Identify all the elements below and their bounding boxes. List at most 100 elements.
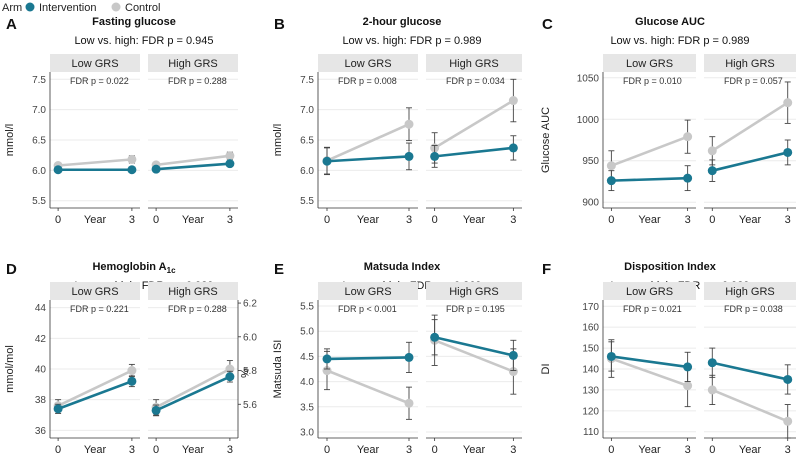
facet-strip bbox=[426, 282, 522, 300]
data-point-control bbox=[404, 119, 414, 129]
y2-tick-label: 6.2 bbox=[243, 299, 257, 310]
data-point-intervention bbox=[151, 405, 161, 415]
panel-letter: B bbox=[274, 16, 285, 33]
data-point-intervention bbox=[53, 404, 63, 414]
panel-title-subscript: 1c bbox=[167, 266, 176, 275]
fdr-label: FDR p = 0.038 bbox=[724, 304, 783, 314]
data-point-intervention bbox=[53, 165, 63, 175]
panel-title: Fasting glucose bbox=[92, 16, 176, 28]
x-tick-label: 3 bbox=[406, 214, 412, 226]
y-tick-label: 120 bbox=[582, 406, 599, 417]
legend-control-icon bbox=[111, 2, 121, 12]
panel-a: A Fasting glucose Low vs. high: FDR p = 0.… bbox=[4, 16, 238, 226]
series-intervention bbox=[322, 142, 414, 176]
facet-label: Low GRS bbox=[71, 286, 118, 298]
y2-tick-label: 6.0 bbox=[243, 332, 257, 343]
y-tick-label: 6.5 bbox=[300, 136, 314, 147]
y2-tick-label: 5.6 bbox=[243, 400, 257, 411]
panel-letter: D bbox=[6, 261, 17, 278]
y-tick-label: 7.0 bbox=[32, 105, 46, 116]
x-tick-label: 3 bbox=[510, 444, 516, 456]
y-axis-label: mmol/l bbox=[272, 124, 284, 156]
y-tick-label: 6.5 bbox=[32, 136, 46, 147]
data-point-control bbox=[127, 154, 137, 164]
y-tick-label: 5.0 bbox=[300, 327, 314, 338]
data-point-intervention bbox=[322, 354, 332, 364]
facet-low-grs: Low GRS FDR p = 0.010 0 3 Year bbox=[602, 54, 696, 226]
series-intervention bbox=[322, 341, 414, 373]
x-tick-label: 3 bbox=[129, 444, 135, 456]
data-point-intervention bbox=[606, 351, 616, 361]
series-line-control bbox=[433, 99, 515, 150]
facet-strip bbox=[603, 282, 696, 300]
data-point-intervention bbox=[707, 166, 717, 176]
data-point-control bbox=[707, 146, 717, 156]
facet-high-grs: High GRS FDR p = 0.195 0 3 Year bbox=[426, 282, 522, 456]
data-point-intervention bbox=[783, 147, 793, 157]
legend-control-label: Control bbox=[125, 2, 160, 14]
facet-high-grs: High GRS FDR p = 0.288 0 3 Year bbox=[148, 282, 238, 456]
y-tick-label: 1050 bbox=[577, 73, 600, 84]
facet-strip bbox=[704, 282, 796, 300]
facet-strip bbox=[603, 54, 696, 72]
x-axis-label: Year bbox=[739, 214, 762, 226]
data-point-intervention bbox=[322, 156, 332, 166]
data-point-intervention bbox=[508, 143, 518, 153]
y-tick-label: 950 bbox=[582, 156, 599, 167]
plot-area bbox=[704, 72, 796, 208]
panel-letter: C bbox=[542, 16, 553, 33]
y-tick-label: 6.0 bbox=[300, 166, 314, 177]
data-point-control bbox=[404, 398, 414, 408]
y-tick-label: 1000 bbox=[577, 115, 600, 126]
facet-low-grs: Low GRS FDR p = 0.021 0 3 Year bbox=[602, 282, 696, 456]
x-tick-label: 3 bbox=[785, 444, 791, 456]
x-tick-label: 0 bbox=[709, 214, 715, 226]
fdr-label: FDR p = 0.010 bbox=[623, 76, 682, 86]
fdr-label: FDR p = 0.021 bbox=[623, 304, 682, 314]
legend: Arm Intervention Control bbox=[2, 2, 160, 14]
fdr-label: FDR p = 0.008 bbox=[338, 76, 397, 86]
series-intervention bbox=[606, 341, 693, 382]
facet-strip bbox=[426, 54, 522, 72]
facet-low-grs: Low GRS FDR p = 0.022 0 3 Year bbox=[49, 54, 140, 226]
data-point-control bbox=[683, 132, 693, 142]
facet-strip bbox=[318, 54, 418, 72]
series-line-control bbox=[155, 154, 231, 167]
x-tick-label: 0 bbox=[153, 444, 159, 456]
series-control bbox=[606, 119, 693, 182]
x-tick-label: 3 bbox=[406, 444, 412, 456]
x-axis-label: Year bbox=[182, 214, 205, 226]
facet-label: High GRS bbox=[725, 286, 775, 298]
panel-title-main: Hemoglobin A bbox=[92, 261, 166, 273]
x-axis-label: Year bbox=[84, 214, 107, 226]
facet-high-grs: High GRS FDR p = 0.057 0 3 Year bbox=[704, 54, 796, 226]
x-tick-label: 3 bbox=[685, 214, 691, 226]
series-intervention bbox=[430, 319, 518, 371]
x-axis-label: Year bbox=[182, 444, 205, 456]
series-line-intervention bbox=[434, 146, 514, 158]
y-tick-label: 44 bbox=[35, 303, 47, 314]
data-point-intervention bbox=[683, 173, 693, 183]
panels: A Fasting glucose Low vs. high: FDR p = 0.… bbox=[4, 16, 796, 456]
series-line-intervention bbox=[611, 355, 688, 369]
data-point-intervention bbox=[151, 164, 161, 174]
x-axis-label: Year bbox=[357, 214, 380, 226]
series-intervention bbox=[151, 159, 235, 174]
data-point-control bbox=[508, 367, 518, 377]
y-tick-label: 4.5 bbox=[300, 352, 314, 363]
panel-title-main: Glucose AUC bbox=[635, 16, 705, 28]
data-point-intervention bbox=[404, 151, 414, 161]
y-tick-label: 5.5 bbox=[32, 196, 46, 207]
data-point-control bbox=[127, 366, 137, 376]
facet-label: High GRS bbox=[449, 58, 499, 70]
y-tick-label: 110 bbox=[583, 427, 599, 438]
facet-label: High GRS bbox=[168, 286, 218, 298]
x-axis-label: Year bbox=[463, 444, 486, 456]
series-line-intervention bbox=[326, 356, 410, 361]
panel-title-main: Matsuda Index bbox=[364, 261, 441, 273]
panel-title: Hemoglobin A1c bbox=[92, 261, 176, 275]
x-tick-label: 0 bbox=[324, 444, 330, 456]
series-line-intervention bbox=[326, 155, 410, 163]
series-intervention bbox=[707, 139, 793, 182]
